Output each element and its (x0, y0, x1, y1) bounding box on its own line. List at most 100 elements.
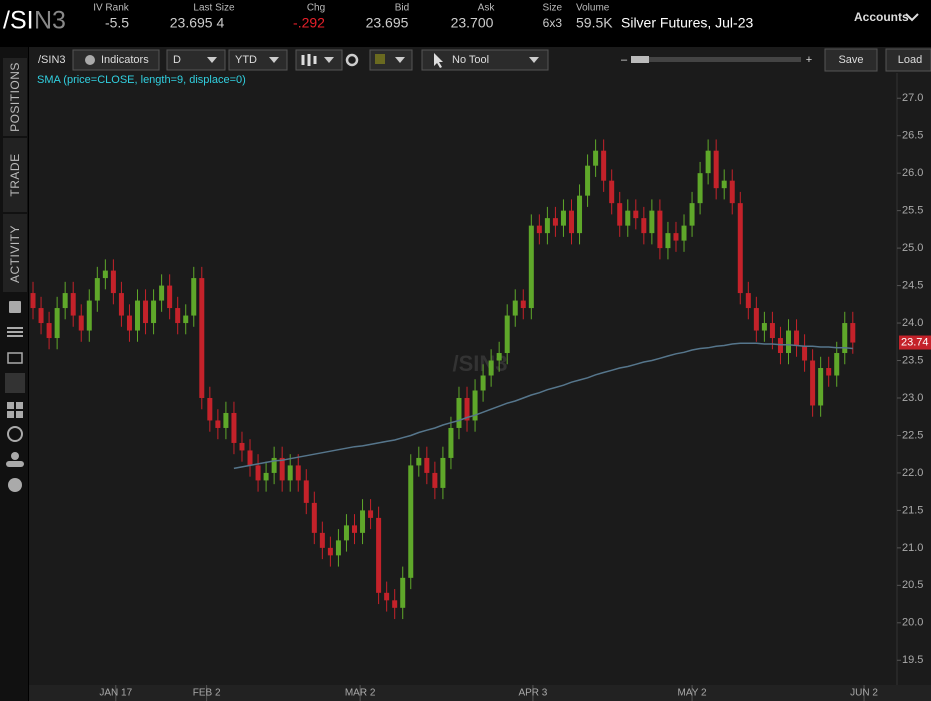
candle-body (30, 293, 36, 309)
dropdown-arrow (207, 57, 217, 63)
candle-body (609, 180, 615, 204)
candle-body (488, 360, 494, 376)
last-price-label: 23.74 (901, 336, 929, 348)
candle-body (520, 300, 526, 309)
y-tick-label: 23.0 (902, 392, 923, 404)
x-tick-label: MAY 2 (678, 688, 708, 699)
candle-body (472, 390, 478, 421)
tab-bg (3, 138, 27, 212)
icon (7, 335, 23, 337)
tool-select[interactable] (421, 49, 549, 71)
candle-body (327, 547, 333, 556)
load-button[interactable] (885, 48, 931, 72)
icon (16, 411, 23, 418)
candle-body (761, 323, 767, 331)
icon[interactable] (9, 301, 21, 313)
icon[interactable] (7, 327, 23, 329)
load-label: Load (898, 54, 922, 66)
y-tick-label: 24.5 (902, 279, 923, 291)
indicators-button[interactable] (72, 49, 160, 71)
candle-body (263, 472, 269, 481)
candle-body (384, 592, 390, 601)
icon (7, 331, 23, 333)
candle-body (802, 345, 808, 361)
icon[interactable] (7, 426, 23, 442)
sidebar-tab[interactable]: POSITIONS (8, 62, 22, 132)
candle-body (673, 233, 679, 241)
candle-body (818, 368, 824, 406)
candle-body (625, 210, 631, 226)
zoom-out[interactable]: – (621, 54, 628, 66)
y-tick-label: 25.5 (902, 205, 923, 217)
icon-active[interactable] (5, 373, 25, 393)
candle-body (303, 480, 309, 503)
x-axis-area (29, 685, 931, 701)
save-label: Save (838, 54, 863, 66)
icon (85, 55, 95, 65)
candle-body (271, 457, 277, 473)
x-tick-label: MAR 2 (345, 688, 376, 699)
dropdown-arrow (395, 57, 405, 63)
candle-body (504, 315, 510, 354)
candle-body (536, 225, 542, 234)
toolbar-symbol: /SIN3 (38, 54, 66, 66)
candle-body (78, 315, 84, 331)
candle-body (207, 397, 213, 421)
icon (16, 402, 23, 409)
candle-body (448, 427, 454, 458)
y-tick-label: 25.0 (902, 242, 923, 254)
candle-body (343, 525, 349, 541)
sidebar-tab[interactable]: TRADE (8, 153, 22, 196)
candle-body (794, 330, 800, 346)
candle-body (617, 203, 623, 226)
candle-body (319, 532, 325, 548)
y-tick-label: 20.5 (902, 579, 923, 591)
icon[interactable] (7, 402, 14, 409)
icon (6, 461, 24, 467)
icon[interactable] (11, 452, 19, 460)
candle-body (183, 315, 189, 324)
candle-body (126, 315, 132, 331)
range-select[interactable] (228, 49, 288, 71)
candle-body (721, 180, 727, 189)
candle-body (456, 397, 462, 428)
indicators-label: Indicators (101, 54, 149, 66)
icon (7, 411, 14, 418)
candle-body (376, 517, 382, 593)
candle-body (424, 457, 430, 473)
candle-body (753, 308, 759, 331)
save-button[interactable] (824, 48, 878, 72)
plot: 19.5 20.0 20.5 21.0 21.5 22.0 22.5 23.0 23.5 24.0… (30, 92, 931, 701)
candle-body (392, 600, 398, 608)
dropdown-arrow (324, 57, 334, 63)
icon[interactable] (8, 478, 22, 492)
candle-body (408, 465, 414, 578)
candle-body (786, 330, 791, 354)
icon[interactable] (7, 352, 23, 364)
chevron (905, 13, 919, 22)
zoom-thumb[interactable] (631, 56, 649, 63)
settings-icon[interactable] (345, 53, 359, 67)
stat-label: Ask (478, 3, 496, 14)
candle-body (552, 218, 558, 226)
y-tick-label: 26.5 (902, 130, 923, 142)
candle-body (834, 353, 840, 376)
aggregation-select[interactable] (166, 49, 226, 71)
candle-body (585, 165, 591, 196)
accounts-button[interactable]: Accounts (854, 10, 909, 24)
candle-body (94, 278, 100, 301)
zoom-in[interactable]: + (806, 54, 812, 66)
candle-body (697, 173, 703, 204)
description: Silver Futures, Jul-23 (621, 15, 753, 31)
stat-value: 59.5K (576, 15, 613, 31)
candle-body (464, 397, 470, 421)
x-tick-label: FEB 2 (193, 688, 221, 699)
sidebar-tab[interactable]: ACTIVITY (8, 225, 22, 283)
candle-body (191, 278, 197, 316)
candle-body (769, 323, 775, 339)
x-tick-label: JUN 2 (850, 688, 878, 699)
candle-body (842, 323, 848, 354)
stat-value: 23.695 4 (170, 15, 225, 31)
y-tick-label: 20.0 (902, 617, 923, 629)
y-tick-label: 19.5 (902, 654, 923, 666)
